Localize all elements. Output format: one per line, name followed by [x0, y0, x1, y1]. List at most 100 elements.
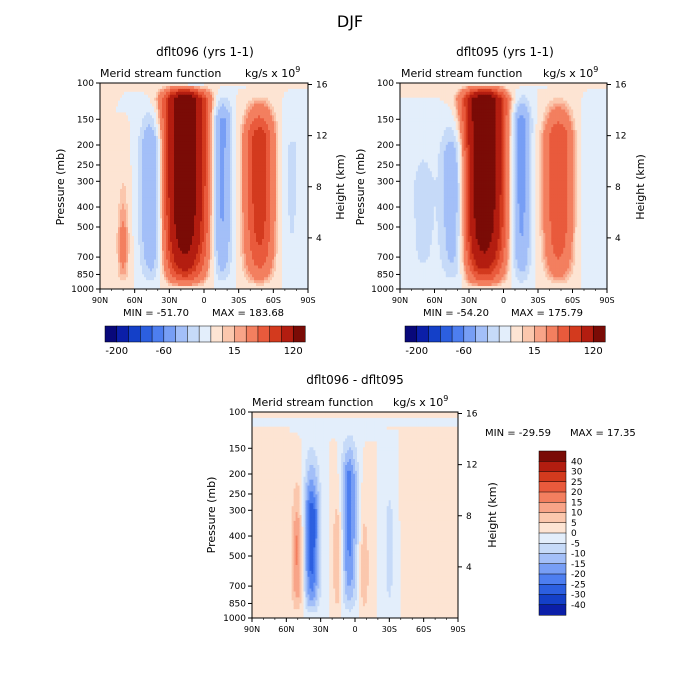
contour-cell	[168, 109, 171, 113]
contour-cell	[200, 106, 203, 110]
contour-cell	[158, 88, 161, 93]
contour-cell	[120, 88, 123, 93]
contour-cell	[226, 112, 229, 116]
contour-cell	[100, 112, 103, 116]
contour-cell	[274, 88, 277, 93]
contour-cell	[158, 115, 161, 119]
contour-cell	[172, 115, 175, 119]
contour-cell	[148, 100, 151, 104]
contour-cell	[258, 109, 261, 113]
contour-cell	[186, 85, 189, 90]
contour-cell	[160, 112, 163, 116]
contour-cell	[286, 97, 289, 102]
contour-cell	[220, 88, 223, 93]
contour-cell	[154, 85, 157, 90]
contour-cell	[120, 118, 123, 122]
contour-cell	[126, 88, 129, 93]
contour-cell	[230, 115, 233, 119]
contour-cell	[264, 115, 267, 119]
contour-cell	[296, 115, 299, 119]
contour-cell	[252, 83, 255, 87]
contour-cell	[242, 97, 245, 102]
contour-cell	[234, 115, 237, 119]
contour-cell	[240, 103, 243, 107]
contour-cell	[130, 106, 133, 110]
contour-cell	[192, 106, 195, 110]
contour-cell	[264, 103, 267, 107]
contour-cell	[208, 83, 211, 87]
contour-cell	[108, 94, 111, 99]
contour-cell	[222, 94, 225, 99]
contour-cell	[258, 106, 261, 110]
contour-cell	[154, 106, 157, 110]
contour-cell	[300, 112, 303, 116]
contour-cell	[118, 109, 121, 113]
contour-cell	[176, 115, 179, 119]
contour-cell	[134, 85, 137, 90]
contour-cell	[170, 94, 173, 99]
contour-cell	[184, 85, 187, 90]
contour-cell	[158, 112, 161, 116]
contour-cell	[128, 94, 131, 99]
contour-cell	[170, 85, 173, 90]
contour-cell	[204, 88, 207, 93]
contour-cell	[230, 106, 233, 110]
contour-cell	[252, 85, 255, 90]
contour-cell	[174, 109, 177, 113]
contour-cell	[150, 118, 153, 122]
contour-cell	[280, 100, 283, 104]
contour-cell	[254, 85, 257, 90]
contour-cell	[214, 83, 217, 87]
contour-cell	[152, 94, 155, 99]
contour-cell	[240, 115, 243, 119]
contour-cell	[168, 112, 171, 116]
contour-cell	[286, 103, 289, 107]
contour-cell	[152, 85, 155, 90]
contour-cell	[194, 83, 197, 87]
contour-cell	[202, 91, 205, 96]
contour-cell	[158, 85, 161, 90]
contour-cell	[272, 83, 275, 87]
contour-cell	[140, 112, 143, 116]
contour-cell	[246, 115, 249, 119]
contour-cell	[306, 103, 309, 107]
contour-cell	[232, 112, 235, 116]
contour-cell	[118, 118, 121, 122]
contour-cell	[112, 88, 115, 93]
contour-cell	[232, 106, 235, 110]
contour-cell	[220, 94, 223, 99]
contour-cell	[256, 112, 259, 116]
contour-cell	[206, 94, 209, 99]
contour-cell	[170, 91, 173, 96]
contour-cell	[264, 112, 267, 116]
contour-cell	[182, 88, 185, 93]
contour-cell	[152, 115, 155, 119]
contour-cell	[162, 112, 165, 116]
contour-cell	[260, 97, 263, 102]
contour-cell	[268, 100, 271, 104]
contour-cell	[154, 118, 157, 122]
contour-cell	[208, 115, 211, 119]
contour-cell	[206, 100, 209, 104]
contour-cell	[114, 115, 117, 119]
contour-cell	[236, 115, 239, 119]
contour-cell	[166, 85, 169, 90]
contour-cell	[198, 112, 201, 116]
contour-cell	[300, 94, 303, 99]
contour-cell	[286, 109, 289, 113]
contour-cell	[138, 118, 141, 122]
contour-cell	[148, 85, 151, 90]
contour-cell	[222, 88, 225, 93]
contour-cell	[272, 85, 275, 90]
contour-cell	[200, 94, 203, 99]
contour-cell	[124, 83, 127, 87]
contour-cell	[262, 115, 265, 119]
contour-cell	[254, 88, 257, 93]
contour-cell	[126, 112, 129, 116]
contour-cell	[264, 97, 267, 102]
contour-cell	[188, 112, 191, 116]
contour-cell	[226, 103, 229, 107]
contour-cell	[166, 109, 169, 113]
contour-cell	[272, 103, 275, 107]
contour-cell	[210, 103, 213, 107]
